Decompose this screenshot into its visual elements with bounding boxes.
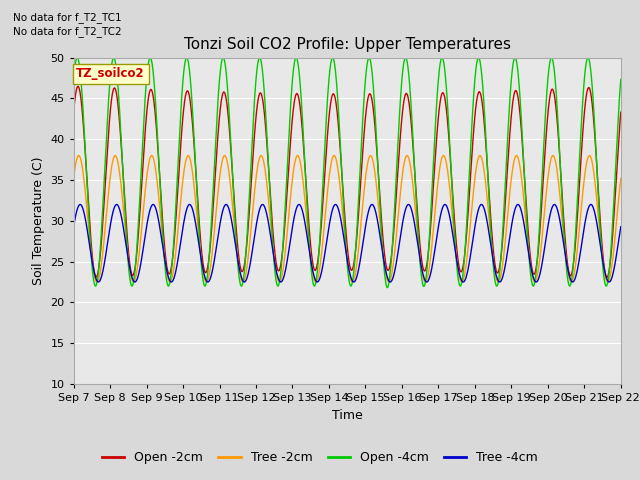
Text: No data for f_T2_TC1: No data for f_T2_TC1: [13, 12, 122, 23]
Text: TZ_soilco2: TZ_soilco2: [76, 67, 145, 80]
X-axis label: Time: Time: [332, 408, 363, 421]
Title: Tonzi Soil CO2 Profile: Upper Temperatures: Tonzi Soil CO2 Profile: Upper Temperatur…: [184, 37, 511, 52]
Legend: Open -2cm, Tree -2cm, Open -4cm, Tree -4cm: Open -2cm, Tree -2cm, Open -4cm, Tree -4…: [97, 446, 543, 469]
Text: No data for f_T2_TC2: No data for f_T2_TC2: [13, 26, 122, 37]
Y-axis label: Soil Temperature (C): Soil Temperature (C): [32, 156, 45, 285]
